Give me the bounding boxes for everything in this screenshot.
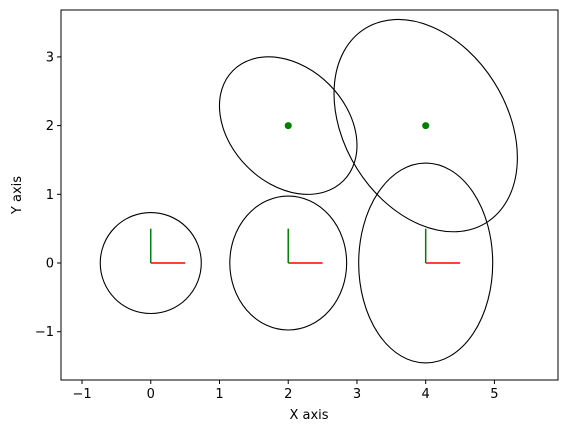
point (422, 122, 430, 130)
x-tick-label: 1 (215, 387, 223, 402)
ellipse (358, 162, 494, 364)
ellipse (99, 211, 202, 315)
ellipse (333, 18, 518, 233)
point (284, 122, 292, 130)
x-tick-label: 3 (353, 387, 361, 402)
y-axis-label: Y axis (10, 176, 25, 215)
y-tick-label: 1 (46, 188, 54, 203)
x-axis-label: X axis (289, 408, 328, 423)
y-tick-label: 0 (46, 257, 54, 272)
y-tick-label: 3 (46, 50, 54, 65)
y-tick-label: −1 (35, 325, 54, 340)
ellipse (229, 195, 348, 331)
y-tick-label: 2 (46, 119, 54, 134)
x-tick-label: 4 (422, 387, 430, 402)
ellipse (218, 56, 358, 195)
x-tick-label: 2 (284, 387, 292, 402)
x-tick-label: 5 (490, 387, 498, 402)
x-tick-label: 0 (147, 387, 155, 402)
plot-frame (60, 9, 559, 381)
x-tick-label: −1 (72, 387, 91, 402)
